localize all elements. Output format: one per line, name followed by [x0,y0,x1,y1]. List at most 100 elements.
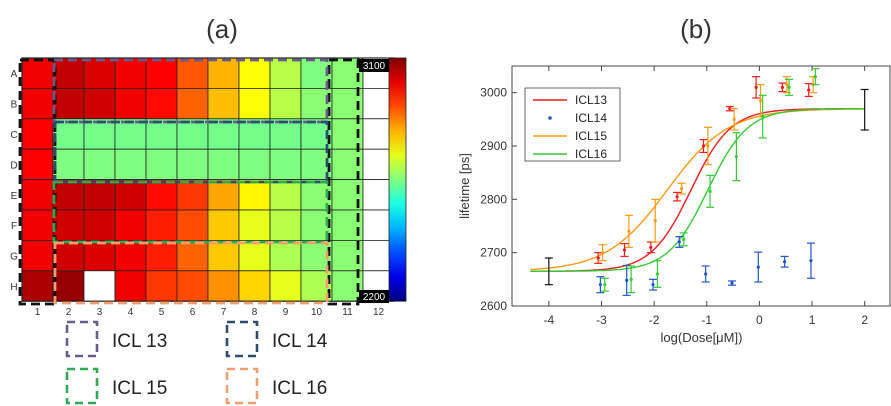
well-E8 [238,179,271,211]
point-icl14 [756,265,760,269]
well-E6 [176,179,209,211]
point-icl15 [600,251,605,255]
well-A4 [114,57,147,89]
point-icl13 [649,245,653,249]
point-icl16 [629,277,633,281]
well-B8 [238,88,271,120]
well-A5 [145,57,178,89]
column-label: 5 [159,307,165,318]
legend-label: ICL 13 [112,331,167,352]
point-icl15 [706,144,710,148]
region-box-icl13 [52,58,329,124]
region-box-icl16 [53,241,329,305]
well-H7 [207,270,240,302]
colorbar [388,57,407,302]
column-label: 9 [283,307,289,318]
region-box-icl14 [53,120,329,184]
well-F7 [207,209,240,241]
y-axis-label: lifetime [ps] [457,153,472,219]
x-tick-label: 1 [809,313,816,327]
well-B4 [114,88,147,120]
row-label: D [10,160,17,171]
fit-curve-icl16 [530,108,865,272]
point-icl13 [701,144,706,148]
column-label: 4 [128,307,134,318]
row-label: H [10,282,17,293]
row-label: B [11,100,18,111]
well-B1 [21,88,54,120]
well-A6 [176,57,209,89]
well-C9 [269,118,302,150]
well-D6 [176,148,209,180]
point-icl14 [809,259,813,263]
well-G8 [238,239,271,272]
well-G7 [207,239,240,272]
point-icl14 [704,272,708,276]
well-D5 [145,148,178,180]
x-tick-label: -4 [544,313,555,327]
well-D9 [269,148,302,180]
well-B5 [145,88,178,120]
row-label: C [10,130,17,141]
well-C1 [21,118,54,150]
dose-response-plot: -4 -3 -2 -1 0 1 2 2600 2700 2800 2900 3000 log(Dose[… [457,65,891,345]
well-G9 [269,239,302,272]
well-C3 [83,118,116,150]
legend-entry-icl16: ICL16 [575,147,607,161]
well-F2 [52,209,85,241]
well-H5 [145,270,178,302]
point-icl13 [728,107,732,111]
point-icl13 [596,256,600,260]
well-D3 [83,148,116,180]
well-G1 [21,239,54,272]
well-A7 [207,57,240,89]
well-H3 [83,270,116,302]
column-label: 3 [97,307,103,318]
well-A3 [83,57,116,89]
panel-label-b: (b) [680,14,712,44]
legend-label: ICL 14 [272,331,328,352]
colorbar-max-box [359,59,389,72]
well-A1 [21,57,54,89]
well-C7 [207,118,240,150]
well-C5 [145,118,178,150]
row-label: A [11,69,18,80]
row-label: E [11,191,18,202]
column-label: 2 [66,307,72,318]
well-E3 [83,179,116,211]
panel-label-a: (a) [206,14,238,44]
point-icl16 [787,85,791,89]
well-F4 [114,209,147,241]
x-tick-label: -2 [649,313,660,327]
column-label: 10 [311,307,323,318]
well-D7 [207,148,240,180]
x-tick-label: -1 [701,313,712,327]
point-icl14 [625,278,629,282]
well-H1 [21,270,54,302]
x-axis-label: log(Dose[μM]) [661,330,743,345]
well-H6 [176,270,209,302]
well-G4 [114,239,147,272]
well-E4 [114,179,147,211]
well-G5 [145,239,178,272]
well-F3 [83,209,116,241]
well-B2 [52,88,85,120]
legend-box-icl-14 [225,320,259,358]
point-icl13 [807,88,811,92]
well-H2 [52,270,85,302]
point-icl13 [675,195,679,199]
column-label: 6 [190,307,196,318]
legend-swatch [548,116,552,120]
point-icl14 [677,240,681,244]
point-icl15 [679,187,684,191]
point-icl15 [627,229,631,233]
column-label: 8 [252,307,258,318]
point-icl16 [682,237,686,241]
well-E5 [145,179,178,211]
well-B6 [176,88,209,120]
legend-label: ICL 16 [272,378,327,399]
x-tick-label: -3 [596,313,607,327]
well-G3 [83,239,116,272]
